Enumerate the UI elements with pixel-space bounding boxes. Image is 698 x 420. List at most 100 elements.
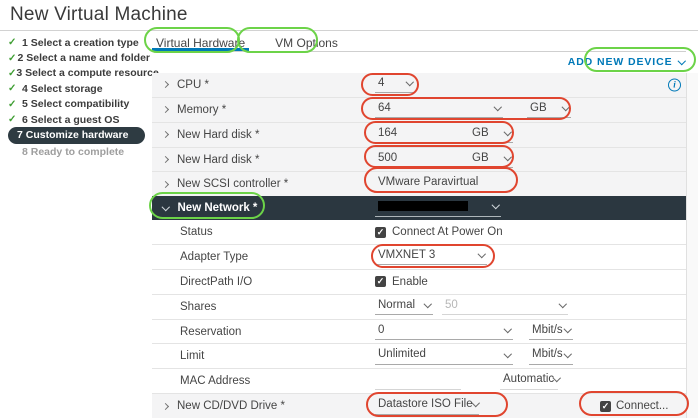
chevron-down-icon: [553, 374, 561, 383]
chevron-down-icon: [405, 78, 414, 86]
adapter-type-label: Adapter Type: [180, 250, 249, 263]
check-icon: ✓: [8, 67, 17, 79]
memory-unit: GB: [530, 101, 547, 114]
check-icon: ✓: [376, 226, 385, 237]
chevron-down-icon: [563, 349, 572, 358]
adapter-type-select[interactable]: VMXNET 3: [375, 248, 487, 266]
directpath-label: DirectPath I/O: [180, 275, 253, 288]
hard-disk-1-label: New Hard disk *: [177, 128, 260, 141]
status-label: Status: [180, 226, 213, 239]
limit-unit-select[interactable]: Mbit/s: [529, 348, 573, 365]
chevron-down-icon: [491, 201, 500, 210]
scsi-controller-select[interactable]: VMware Paravirtual: [375, 176, 507, 193]
hard-disk-1-size: 164: [378, 126, 398, 139]
row-shares: Shares Normal 50: [152, 293, 686, 319]
hard-disk-1-size-input[interactable]: 164: [375, 126, 453, 144]
connect-at-power-on-label: Connect At Power On: [392, 226, 503, 239]
cpu-count-value: 4: [378, 76, 385, 89]
hard-disk-1-unit-select[interactable]: GB: [469, 126, 513, 144]
chevron-right-icon[interactable]: [161, 81, 170, 89]
chevron-down-icon: [503, 127, 512, 136]
reservation-unit-select[interactable]: Mbit/s: [529, 323, 573, 341]
chevron-right-icon[interactable]: [161, 180, 170, 188]
chevron-right-icon[interactable]: [161, 131, 170, 139]
add-new-device-button[interactable]: ADD NEW DEVICE: [567, 56, 686, 68]
chevron-down-icon: [503, 349, 512, 358]
step-label: 3 Select a compute resource: [16, 67, 159, 80]
step-label: 6 Select a guest OS: [22, 113, 120, 126]
shares-amount-input[interactable]: 50: [442, 298, 568, 316]
mac-mode-select[interactable]: Automatic: [500, 373, 561, 390]
shares-level-select[interactable]: Normal: [375, 298, 433, 316]
reservation-value-combobox[interactable]: 0: [375, 323, 513, 341]
row-mac-address: MAC Address Automatic: [152, 368, 686, 394]
mac-address-input[interactable]: [375, 373, 461, 390]
scsi-controller-label: New SCSI controller *: [177, 178, 289, 191]
tab-bar: Virtual Hardware VM Options: [152, 36, 686, 52]
memory-label: Memory *: [177, 103, 227, 116]
reservation-value: 0: [378, 323, 385, 336]
limit-value-combobox[interactable]: Unlimited: [375, 348, 513, 365]
add-new-device-label: ADD NEW DEVICE: [567, 56, 673, 68]
chevron-right-icon[interactable]: [161, 155, 170, 164]
sidebar-step-3: ✓ 3 Select a compute resource: [8, 66, 159, 81]
row-scsi-controller: New SCSI controller * VMware Paravirtual: [152, 171, 686, 197]
reservation-label: Reservation: [180, 325, 242, 338]
limit-label: Limit: [180, 350, 205, 363]
scrollbar-track[interactable]: [686, 73, 698, 418]
cd-connect-label: Connect...: [616, 400, 669, 413]
shares-amount-value: 50: [445, 298, 458, 311]
sidebar-step-7-active: 7 Customize hardware: [8, 127, 150, 145]
row-cpu: CPU * 4 i: [152, 73, 686, 97]
chevron-down-icon: [563, 324, 572, 333]
step-label: 2 Select a name and folder: [17, 52, 150, 65]
chevron-down-icon: [558, 299, 567, 308]
row-hard-disk-2: New Hard disk * 500 GB: [152, 146, 686, 172]
step-label: 1 Select a creation type: [22, 36, 139, 49]
adapter-type-value: VMXNET 3: [378, 248, 436, 261]
chevron-down-icon: [477, 250, 486, 258]
row-network-expanded: New Network *: [152, 196, 686, 221]
shares-level-value: Normal: [378, 298, 416, 311]
network-label: New Network *: [177, 202, 258, 215]
chevron-right-icon[interactable]: [161, 402, 170, 410]
row-hard-disk-1: New Hard disk * 164 GB: [152, 121, 686, 147]
chevron-down-icon: [471, 399, 480, 407]
limit-value: Unlimited: [378, 348, 426, 361]
check-icon: ✓: [8, 98, 17, 110]
sidebar-step-2: ✓ 2 Select a name and folder: [8, 50, 150, 65]
chevron-down-icon: [503, 152, 512, 161]
hard-disk-2-unit-select[interactable]: GB: [469, 151, 513, 168]
cd-connect-checkbox[interactable]: ✓: [600, 400, 611, 412]
chevron-down-icon[interactable]: [161, 203, 170, 212]
chevron-right-icon[interactable]: [161, 106, 170, 114]
directpath-enable-checkbox[interactable]: ✓: [375, 276, 386, 288]
mac-address-label: MAC Address: [180, 375, 251, 388]
connect-at-power-on-checkbox[interactable]: ✓: [375, 226, 386, 238]
row-reservation: Reservation 0 Mbit/s: [152, 318, 686, 344]
memory-unit-select[interactable]: GB: [527, 101, 571, 119]
tab-vm-options[interactable]: VM Options: [275, 36, 338, 50]
check-icon: ✓: [8, 114, 17, 126]
limit-unit: Mbit/s: [532, 348, 563, 361]
hard-disk-2-unit: GB: [472, 151, 489, 164]
mac-mode-value: Automatic: [503, 373, 555, 386]
step-label: 8 Ready to complete: [22, 146, 125, 159]
memory-value-combobox[interactable]: 64: [375, 101, 503, 119]
shares-label: Shares: [180, 300, 217, 313]
cd-dvd-source-select[interactable]: Datastore ISO File: [375, 398, 480, 415]
cd-dvd-label: New CD/DVD Drive *: [177, 400, 285, 413]
redacted-network-value: [378, 201, 468, 212]
chevron-down-icon: [423, 299, 432, 308]
cpu-count-select[interactable]: 4: [375, 76, 415, 94]
tab-virtual-hardware[interactable]: Virtual Hardware: [152, 36, 250, 51]
check-icon: ✓: [8, 83, 17, 95]
sidebar-step-4: ✓ 4 Select storage: [8, 81, 150, 96]
network-select[interactable]: [375, 200, 501, 217]
info-icon[interactable]: i: [668, 78, 681, 92]
sidebar-step-6: ✓ 6 Select a guest OS: [8, 112, 150, 127]
reservation-unit: Mbit/s: [532, 323, 563, 336]
page-title: New Virtual Machine: [10, 4, 188, 25]
divider: [0, 30, 698, 31]
hard-disk-2-size-input[interactable]: 500: [375, 151, 453, 168]
